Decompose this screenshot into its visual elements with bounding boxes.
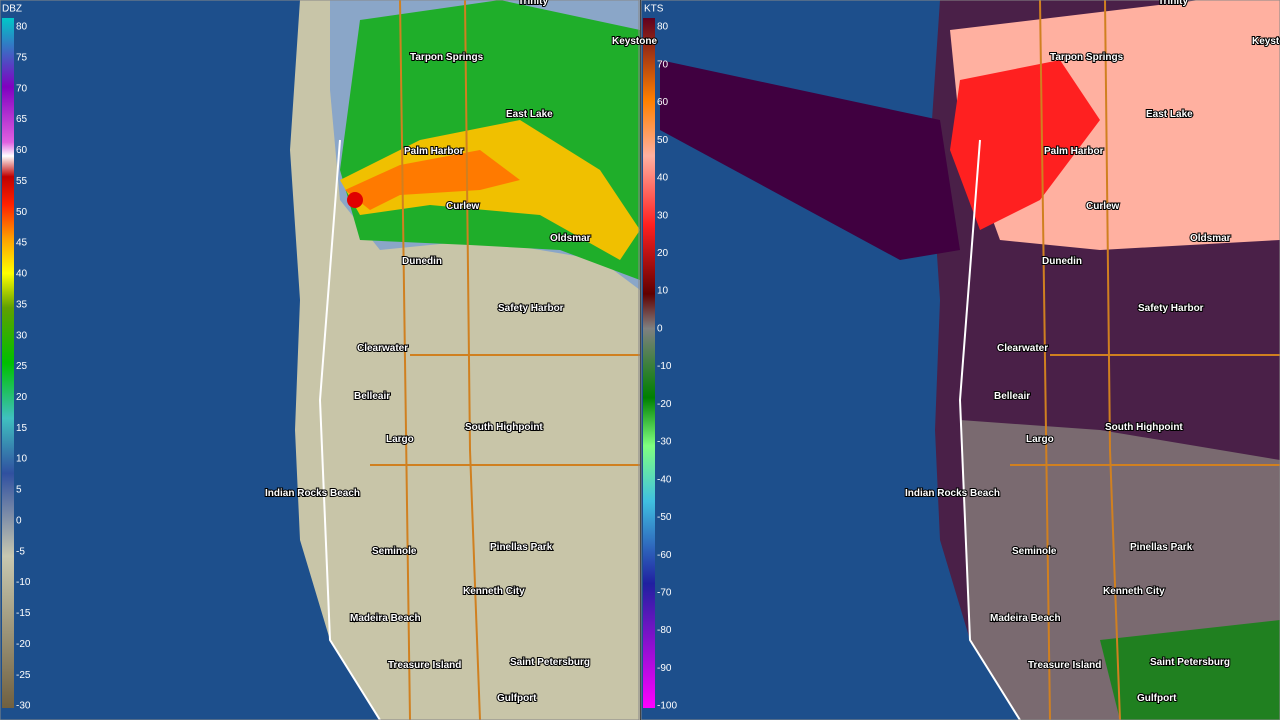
scale-label: 35 bbox=[16, 299, 28, 310]
place-label: Kenneth City bbox=[463, 586, 525, 597]
scale-label: -5 bbox=[16, 546, 25, 557]
scale-unit: KTS bbox=[644, 4, 664, 15]
scale-label: -100 bbox=[657, 701, 677, 712]
place-label: Palm Harbor bbox=[1044, 146, 1104, 157]
place-label: East Lake bbox=[1146, 109, 1193, 120]
place-label: Tarpon Springs bbox=[1050, 52, 1124, 63]
scale-label: -25 bbox=[16, 670, 31, 681]
place-label: Trinity bbox=[518, 0, 548, 7]
place-label: Tarpon Springs bbox=[410, 52, 484, 63]
scale-label: 25 bbox=[16, 361, 28, 372]
place-label: Curlew bbox=[446, 201, 480, 212]
scale-label: -30 bbox=[657, 437, 672, 448]
scale-label: 60 bbox=[657, 97, 669, 108]
place-label: Clearwater bbox=[357, 343, 408, 354]
place-label: Madeira Beach bbox=[990, 613, 1061, 624]
scale-label: -15 bbox=[16, 608, 31, 619]
place-label: Dunedin bbox=[402, 256, 442, 267]
place-label: Safety Harbor bbox=[1138, 303, 1204, 314]
scale-label: 45 bbox=[16, 238, 28, 249]
scale-label: -90 bbox=[657, 663, 672, 674]
scale-label: 60 bbox=[16, 145, 28, 156]
scale-label: 50 bbox=[16, 207, 28, 218]
place-label: Saint Petersburg bbox=[510, 657, 590, 668]
scale-label: 10 bbox=[16, 454, 28, 465]
scale-label: -60 bbox=[657, 550, 672, 561]
place-label: Indian Rocks Beach bbox=[905, 488, 1000, 499]
scale-label: 15 bbox=[16, 423, 28, 434]
place-label: Trinity bbox=[1158, 0, 1188, 7]
scale-label: 80 bbox=[657, 22, 669, 33]
scale-label: 70 bbox=[16, 83, 28, 94]
scale-label: -50 bbox=[657, 512, 672, 523]
place-label: Seminole bbox=[1012, 546, 1057, 557]
place-label: Treasure Island bbox=[1028, 660, 1101, 671]
scale-label: 80 bbox=[16, 22, 28, 33]
scale-label: -30 bbox=[16, 701, 31, 712]
scale-label: -10 bbox=[16, 577, 31, 588]
place-label: Indian Rocks Beach bbox=[265, 488, 360, 499]
place-label: Gulfport bbox=[497, 693, 537, 704]
scale-label: -70 bbox=[657, 587, 672, 598]
place-label: Palm Harbor bbox=[404, 146, 464, 157]
place-label: Largo bbox=[386, 434, 414, 445]
place-label: Curlew bbox=[1086, 201, 1120, 212]
scale-label: 65 bbox=[16, 114, 28, 125]
place-label: Madeira Beach bbox=[350, 613, 421, 624]
scale-label: 20 bbox=[16, 392, 28, 403]
place-label: Belleair bbox=[354, 391, 390, 402]
scale-label: 50 bbox=[657, 135, 669, 146]
velocity-panel bbox=[640, 0, 1280, 720]
scale-label: 10 bbox=[657, 286, 669, 297]
place-label: Belleair bbox=[994, 391, 1030, 402]
scale-label: -20 bbox=[657, 399, 672, 410]
place-label: South Highpoint bbox=[465, 422, 543, 433]
scale-label: 55 bbox=[16, 176, 28, 187]
place-label: Pinellas Park bbox=[490, 542, 553, 553]
scale-label: 20 bbox=[657, 248, 669, 259]
place-label: Largo bbox=[1026, 434, 1054, 445]
place-label: Pinellas Park bbox=[1130, 542, 1193, 553]
scale-label: -40 bbox=[657, 474, 672, 485]
place-label: Keystone bbox=[1252, 36, 1280, 47]
place-label: Safety Harbor bbox=[498, 303, 564, 314]
scale-label: 70 bbox=[657, 59, 669, 70]
reflectivity-panel bbox=[0, 0, 640, 720]
scale-label: 40 bbox=[16, 269, 28, 280]
scale-label: 0 bbox=[657, 323, 663, 334]
scale-label: 0 bbox=[16, 515, 22, 526]
place-label: Kenneth City bbox=[1103, 586, 1165, 597]
scale-label: 5 bbox=[16, 485, 22, 496]
place-label: Dunedin bbox=[1042, 256, 1082, 267]
place-label: East Lake bbox=[506, 109, 553, 120]
place-label: South Highpoint bbox=[1105, 422, 1183, 433]
scale-unit: DBZ bbox=[2, 4, 22, 15]
scale-label: 40 bbox=[657, 173, 669, 184]
place-label: Seminole bbox=[372, 546, 417, 557]
scale-label: -80 bbox=[657, 625, 672, 636]
scale-label: -10 bbox=[657, 361, 672, 372]
scale-label: -20 bbox=[16, 639, 31, 650]
place-label: Oldsmar bbox=[550, 233, 591, 244]
place-label: Clearwater bbox=[997, 343, 1048, 354]
scale-label: 30 bbox=[16, 330, 28, 341]
place-label: Keystone bbox=[612, 36, 657, 47]
place-label: Treasure Island bbox=[388, 660, 461, 671]
scale-label: 30 bbox=[657, 210, 669, 221]
place-label: Oldsmar bbox=[1190, 233, 1231, 244]
place-label: Saint Petersburg bbox=[1150, 657, 1230, 668]
scale-label: 75 bbox=[16, 53, 28, 64]
place-label: Gulfport bbox=[1137, 693, 1177, 704]
